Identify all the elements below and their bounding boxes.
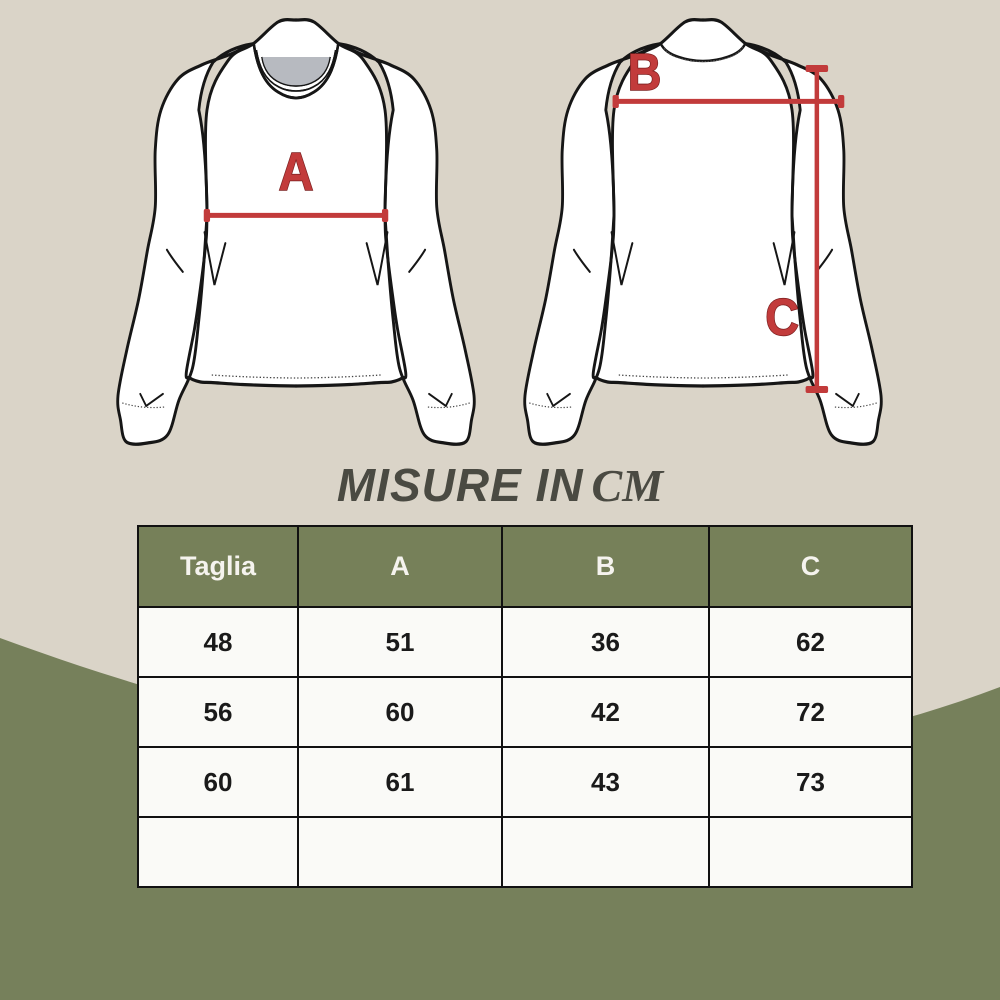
svg-text:B: B bbox=[628, 44, 662, 102]
svg-text:C: C bbox=[765, 289, 799, 347]
svg-text:A: A bbox=[278, 141, 313, 202]
